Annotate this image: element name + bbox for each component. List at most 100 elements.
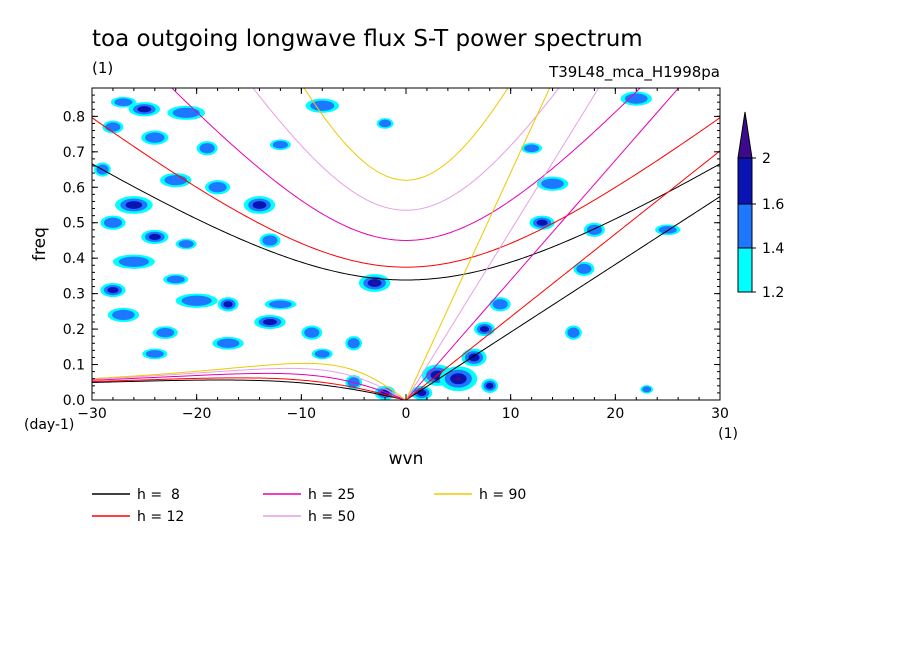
- power-contour-14-level-1: [103, 217, 122, 228]
- power-contour-12-level-2: [125, 201, 143, 209]
- power-contour-41-level-1: [492, 299, 508, 310]
- y-tick-label: 0.1: [63, 358, 85, 374]
- colorbar: 1.2 1.4 1.6 2: [737, 111, 784, 301]
- power-contour-18-level-1: [118, 256, 149, 267]
- power-contour-4-level-1: [105, 122, 121, 132]
- power-contour-24-level-1: [269, 300, 292, 309]
- power-contour-28-level-1: [304, 327, 320, 338]
- legend-label-2: h = 25: [308, 487, 355, 503]
- x-unit-label: (1): [718, 426, 738, 442]
- power-contour-22-level-1: [181, 295, 212, 306]
- kelvin-curve-3: [405, 88, 600, 400]
- power-contours: [94, 91, 681, 400]
- power-contour-27-level-1: [156, 328, 175, 338]
- power-contour-3-level-1: [172, 107, 200, 118]
- power-contour-50-level-1: [642, 386, 652, 393]
- power-contour-7-level-1: [272, 140, 288, 149]
- power-contour-42-level-1: [541, 178, 564, 189]
- colorbar-label: 2: [762, 151, 771, 167]
- y-tick-label: 0.2: [63, 322, 85, 338]
- y-unit-label: (day-1): [24, 417, 74, 433]
- chart-title: toa outgoing longwave flux S-T power spe…: [92, 26, 643, 52]
- y-tick-label: 0.6: [63, 180, 85, 196]
- x-tick-label: 10: [502, 406, 520, 422]
- kelvin-curve-1: [405, 150, 720, 400]
- power-contour-40-level-2: [479, 325, 490, 333]
- kelvin-curve-4: [405, 88, 551, 400]
- power-contour-39-level-2: [486, 382, 494, 389]
- gravity-curve-3: [252, 88, 560, 211]
- power-contour-23-level-2: [223, 301, 233, 308]
- power-contour-15-level-2: [148, 233, 161, 241]
- colorbar-label: 1.6: [762, 197, 784, 213]
- legend-label-0: h = 8: [137, 487, 180, 503]
- power-contour-25-level-1: [112, 309, 135, 321]
- power-contour-26-level-2: [263, 318, 277, 326]
- x-tick-label: 0: [402, 406, 411, 422]
- plot-area: −30 −20 −10 0 10 20 30 0.00.10.20.30.40.50.60.…: [63, 87, 729, 422]
- rossby-curve-2: [92, 372, 407, 400]
- power-contour-32-level-1: [314, 350, 330, 358]
- y-tick-label: 0.3: [63, 287, 85, 303]
- power-contour-49-level-1: [624, 93, 648, 104]
- power-contour-5-level-1: [145, 132, 165, 143]
- gravity-curve-0: [92, 163, 720, 281]
- power-contour-9-level-1: [379, 119, 392, 128]
- rossby-curve-0: [92, 379, 407, 400]
- colorbar-segment-1: [737, 203, 753, 249]
- kelvin-curve-2: [405, 88, 680, 400]
- power-contour-48-level-1: [567, 327, 580, 338]
- power-contour-8-level-1: [310, 100, 335, 111]
- y-tick-label: 0.8: [63, 109, 85, 125]
- power-contour-20-level-3: [372, 281, 378, 285]
- power-contour-43-level-1: [524, 144, 540, 153]
- power-contour-13-level-2: [252, 201, 267, 209]
- power-contour-21-level-2: [107, 286, 119, 294]
- power-contour-10-level-1: [164, 175, 188, 186]
- colorbar-label: 1.2: [762, 285, 784, 301]
- y-axis-ticks: 0.0 0.1 0.2 0.3 0.4 0.5 0.6 0.7 0.8: [63, 94, 720, 409]
- power-contour-30-level-1: [347, 338, 360, 349]
- legend-label-1: h = 12: [137, 509, 184, 525]
- gravity-curve-1: [92, 117, 720, 268]
- power-contour-17-level-1: [262, 235, 278, 246]
- power-contour-47-level-1: [576, 263, 592, 274]
- y-axis-label: freq: [30, 227, 50, 261]
- rossby-curve-4: [92, 362, 407, 400]
- kelvin-curve-0: [405, 196, 720, 400]
- gravity-curve-4: [303, 88, 509, 181]
- x-tick-label: −30: [77, 406, 107, 422]
- colorbar-segment-2: [737, 157, 753, 205]
- power-contour-2-level-2: [137, 106, 152, 113]
- rossby-curve-3: [92, 367, 407, 400]
- chart-subtitle-right: T39L48_mca_H1998pa: [548, 63, 720, 82]
- colorbar-label: 1.4: [762, 241, 784, 257]
- power-contour-31-level-1: [145, 350, 164, 358]
- power-contour-37-level-3: [455, 376, 462, 381]
- legend: h = 8 h = 12 h = 25 h = 50 h = 90: [92, 487, 526, 525]
- x-axis-label: wvn: [389, 449, 424, 469]
- power-contour-19-level-1: [166, 275, 185, 284]
- power-contour-16-level-1: [178, 240, 194, 248]
- legend-label-4: h = 90: [479, 487, 526, 503]
- power-contour-6-level-1: [199, 143, 215, 154]
- power-contour-1-level-1: [114, 98, 133, 107]
- power-contour-44-level-2: [536, 219, 548, 226]
- power-contour-11-level-1: [208, 182, 227, 193]
- x-tick-label: −10: [287, 406, 317, 422]
- x-tick-label: 20: [606, 406, 624, 422]
- power-contour-46-level-1: [658, 225, 677, 234]
- chart-subtitle-left: (1): [92, 59, 113, 77]
- y-tick-label: 0.4: [63, 251, 85, 267]
- x-axis-ticks: −30 −20 −10 0 10 20 30: [77, 88, 729, 422]
- x-tick-label: 30: [711, 406, 729, 422]
- colorbar-extend-arrow: [737, 111, 753, 159]
- legend-label-3: h = 50: [308, 509, 355, 525]
- colorbar-segment-0: [737, 247, 753, 293]
- dispersion-curves: [92, 88, 720, 400]
- y-tick-label: 0.0: [63, 393, 85, 409]
- gravity-curve-2: [171, 88, 641, 241]
- y-tick-label: 0.7: [63, 145, 85, 161]
- rossby-curve-1: [92, 377, 407, 400]
